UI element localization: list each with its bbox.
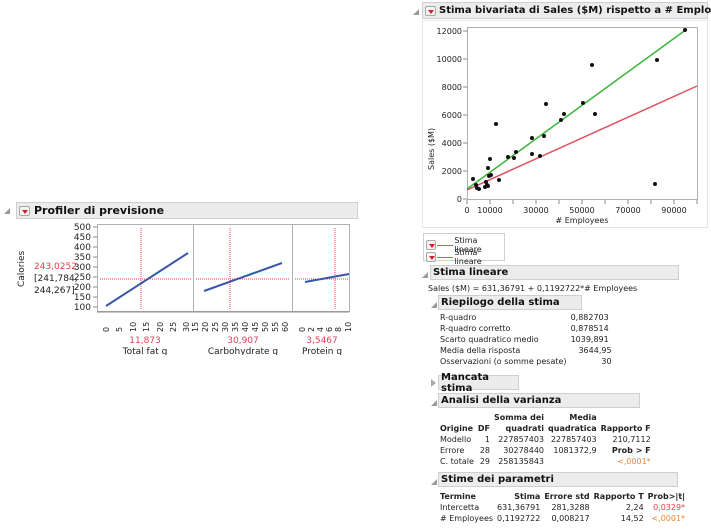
svg-text:250: 250: [74, 273, 91, 283]
factor-current-protein: 3,5467: [306, 336, 338, 346]
svg-text:150: 150: [74, 293, 91, 303]
legend-line-red-icon: [437, 244, 454, 246]
svg-text:90000: 90000: [661, 206, 686, 215]
lack-of-fit-header[interactable]: Mancata stima: [438, 372, 519, 394]
anova-header[interactable]: Analisi della varianza: [438, 393, 640, 408]
svg-text:400: 400: [74, 243, 91, 253]
svg-text:450: 450: [74, 233, 91, 243]
disclosure-closed-icon[interactable]: [431, 379, 436, 387]
anova-prob-f: <,0001*: [617, 457, 651, 466]
svg-text:25: 25: [169, 322, 178, 332]
svg-text:Total fat g: Total fat g: [122, 347, 168, 355]
svg-text:55: 55: [271, 322, 280, 332]
svg-text:20: 20: [201, 322, 210, 332]
disclosure-open-icon[interactable]: [431, 479, 437, 485]
disclosure-open-icon[interactable]: [413, 9, 419, 15]
svg-text:60: 60: [281, 322, 290, 332]
svg-text:30: 30: [221, 322, 230, 332]
svg-text:6000: 6000: [442, 111, 462, 120]
svg-text:15: 15: [142, 322, 151, 332]
table-row: Intercetta 631,36791 281,3288 2,24 0,0329*: [440, 503, 686, 512]
y-axis-label: Sales ($M): [427, 128, 436, 170]
legend-item-red[interactable]: Stima lineare: [426, 236, 504, 254]
svg-text:4: 4: [316, 327, 325, 332]
svg-text:6: 6: [325, 327, 334, 332]
svg-text:100: 100: [74, 303, 91, 313]
table-row: # Employees 0,1192722 0,008217 14,52 <,0001*: [440, 514, 686, 523]
red-triangle-menu-icon[interactable]: [426, 240, 437, 250]
svg-text:10: 10: [129, 322, 138, 332]
svg-text:0: 0: [298, 327, 307, 332]
svg-text:8: 8: [334, 327, 343, 332]
profiler-title: Profiler di previsione: [34, 204, 165, 217]
red-fit-line: [466, 85, 698, 191]
x-axis-label: # Employees: [555, 216, 608, 225]
svg-text:10000: 10000: [437, 55, 462, 64]
bivariate-title: Stima bivariata di Sales ($M) rispetto a…: [439, 5, 711, 16]
svg-text:30: 30: [182, 322, 191, 332]
svg-text:15: 15: [191, 322, 200, 332]
anova-table: Somma dei Media Origine DF quadrati quadrat…: [440, 412, 655, 467]
profiler-header: Profiler di previsione: [16, 202, 358, 219]
disclosure-open-icon[interactable]: [431, 400, 437, 406]
summary-header[interactable]: Riepilogo della stima: [438, 295, 582, 310]
ci-low: [241,784,: [34, 274, 78, 284]
svg-text:300: 300: [74, 263, 91, 273]
svg-text:70000: 70000: [615, 206, 640, 215]
bivariate-header: Stima bivariata di Sales ($M) rispetto a…: [422, 2, 711, 19]
profiler-plot[interactable]: 500 450 400 350 300 250 200 150 100: [60, 220, 360, 355]
svg-text:12000: 12000: [437, 27, 462, 36]
data-points: [471, 28, 687, 191]
legend-line-green-icon: [437, 256, 454, 258]
factor-current-total-fat: 11,873: [129, 336, 161, 346]
svg-text:10000: 10000: [477, 206, 502, 215]
red-triangle-menu-icon[interactable]: [426, 252, 437, 262]
summary-table: R-quadro 0,882703 R-quadro corretto 0,8785…: [440, 313, 612, 366]
svg-text:200: 200: [74, 283, 91, 293]
fit-equation: Sales ($M) = 631,36791 + 0,1192722*# Emp…: [428, 284, 638, 293]
svg-text:40: 40: [241, 322, 250, 332]
svg-text:0: 0: [457, 195, 462, 204]
red-triangle-menu-icon[interactable]: [425, 6, 436, 16]
legend: Stima lineare Stima lineare: [423, 233, 505, 266]
svg-text:30000: 30000: [523, 206, 548, 215]
params-table: Termine Stima Errore std Rapporto T Prob…: [440, 491, 689, 524]
svg-text:500: 500: [74, 223, 91, 233]
svg-text:2000: 2000: [442, 167, 462, 176]
fit-header[interactable]: Stima lineare: [430, 265, 679, 280]
svg-text:45: 45: [251, 322, 260, 332]
svg-text:25: 25: [211, 322, 220, 332]
red-triangle-menu-icon[interactable]: [19, 206, 30, 216]
params-header[interactable]: Stime dei parametri: [438, 472, 678, 487]
ci-high: 244,267]: [34, 286, 75, 296]
green-fit-line: [466, 28, 688, 190]
svg-text:0: 0: [102, 327, 111, 332]
svg-text:50000: 50000: [569, 206, 594, 215]
disclosure-open-icon[interactable]: [422, 272, 428, 278]
svg-text:20: 20: [156, 322, 165, 332]
svg-text:5: 5: [115, 327, 124, 332]
disclosure-open-icon[interactable]: [4, 208, 10, 214]
svg-text:35: 35: [231, 322, 240, 332]
predicted-value: 243,0252: [34, 262, 77, 272]
svg-text:Protein g: Protein g: [302, 347, 342, 355]
svg-text:Carbohydrate g: Carbohydrate g: [208, 347, 278, 355]
factor-current-carbohydrate: 30,907: [227, 336, 259, 346]
scatter-plot[interactable]: Sales ($M) 12000 10000 8000 6000 4000 20…: [422, 20, 711, 230]
svg-text:8000: 8000: [442, 83, 462, 92]
disclosure-open-icon[interactable]: [431, 302, 437, 308]
svg-text:350: 350: [74, 253, 91, 263]
svg-text:4000: 4000: [442, 139, 462, 148]
svg-text:2: 2: [307, 327, 316, 332]
svg-text:0: 0: [464, 206, 469, 215]
svg-text:10: 10: [344, 322, 353, 332]
response-label: Calories: [17, 250, 27, 287]
svg-text:50: 50: [261, 322, 270, 332]
legend-item-green[interactable]: Stima lineare: [426, 248, 504, 266]
